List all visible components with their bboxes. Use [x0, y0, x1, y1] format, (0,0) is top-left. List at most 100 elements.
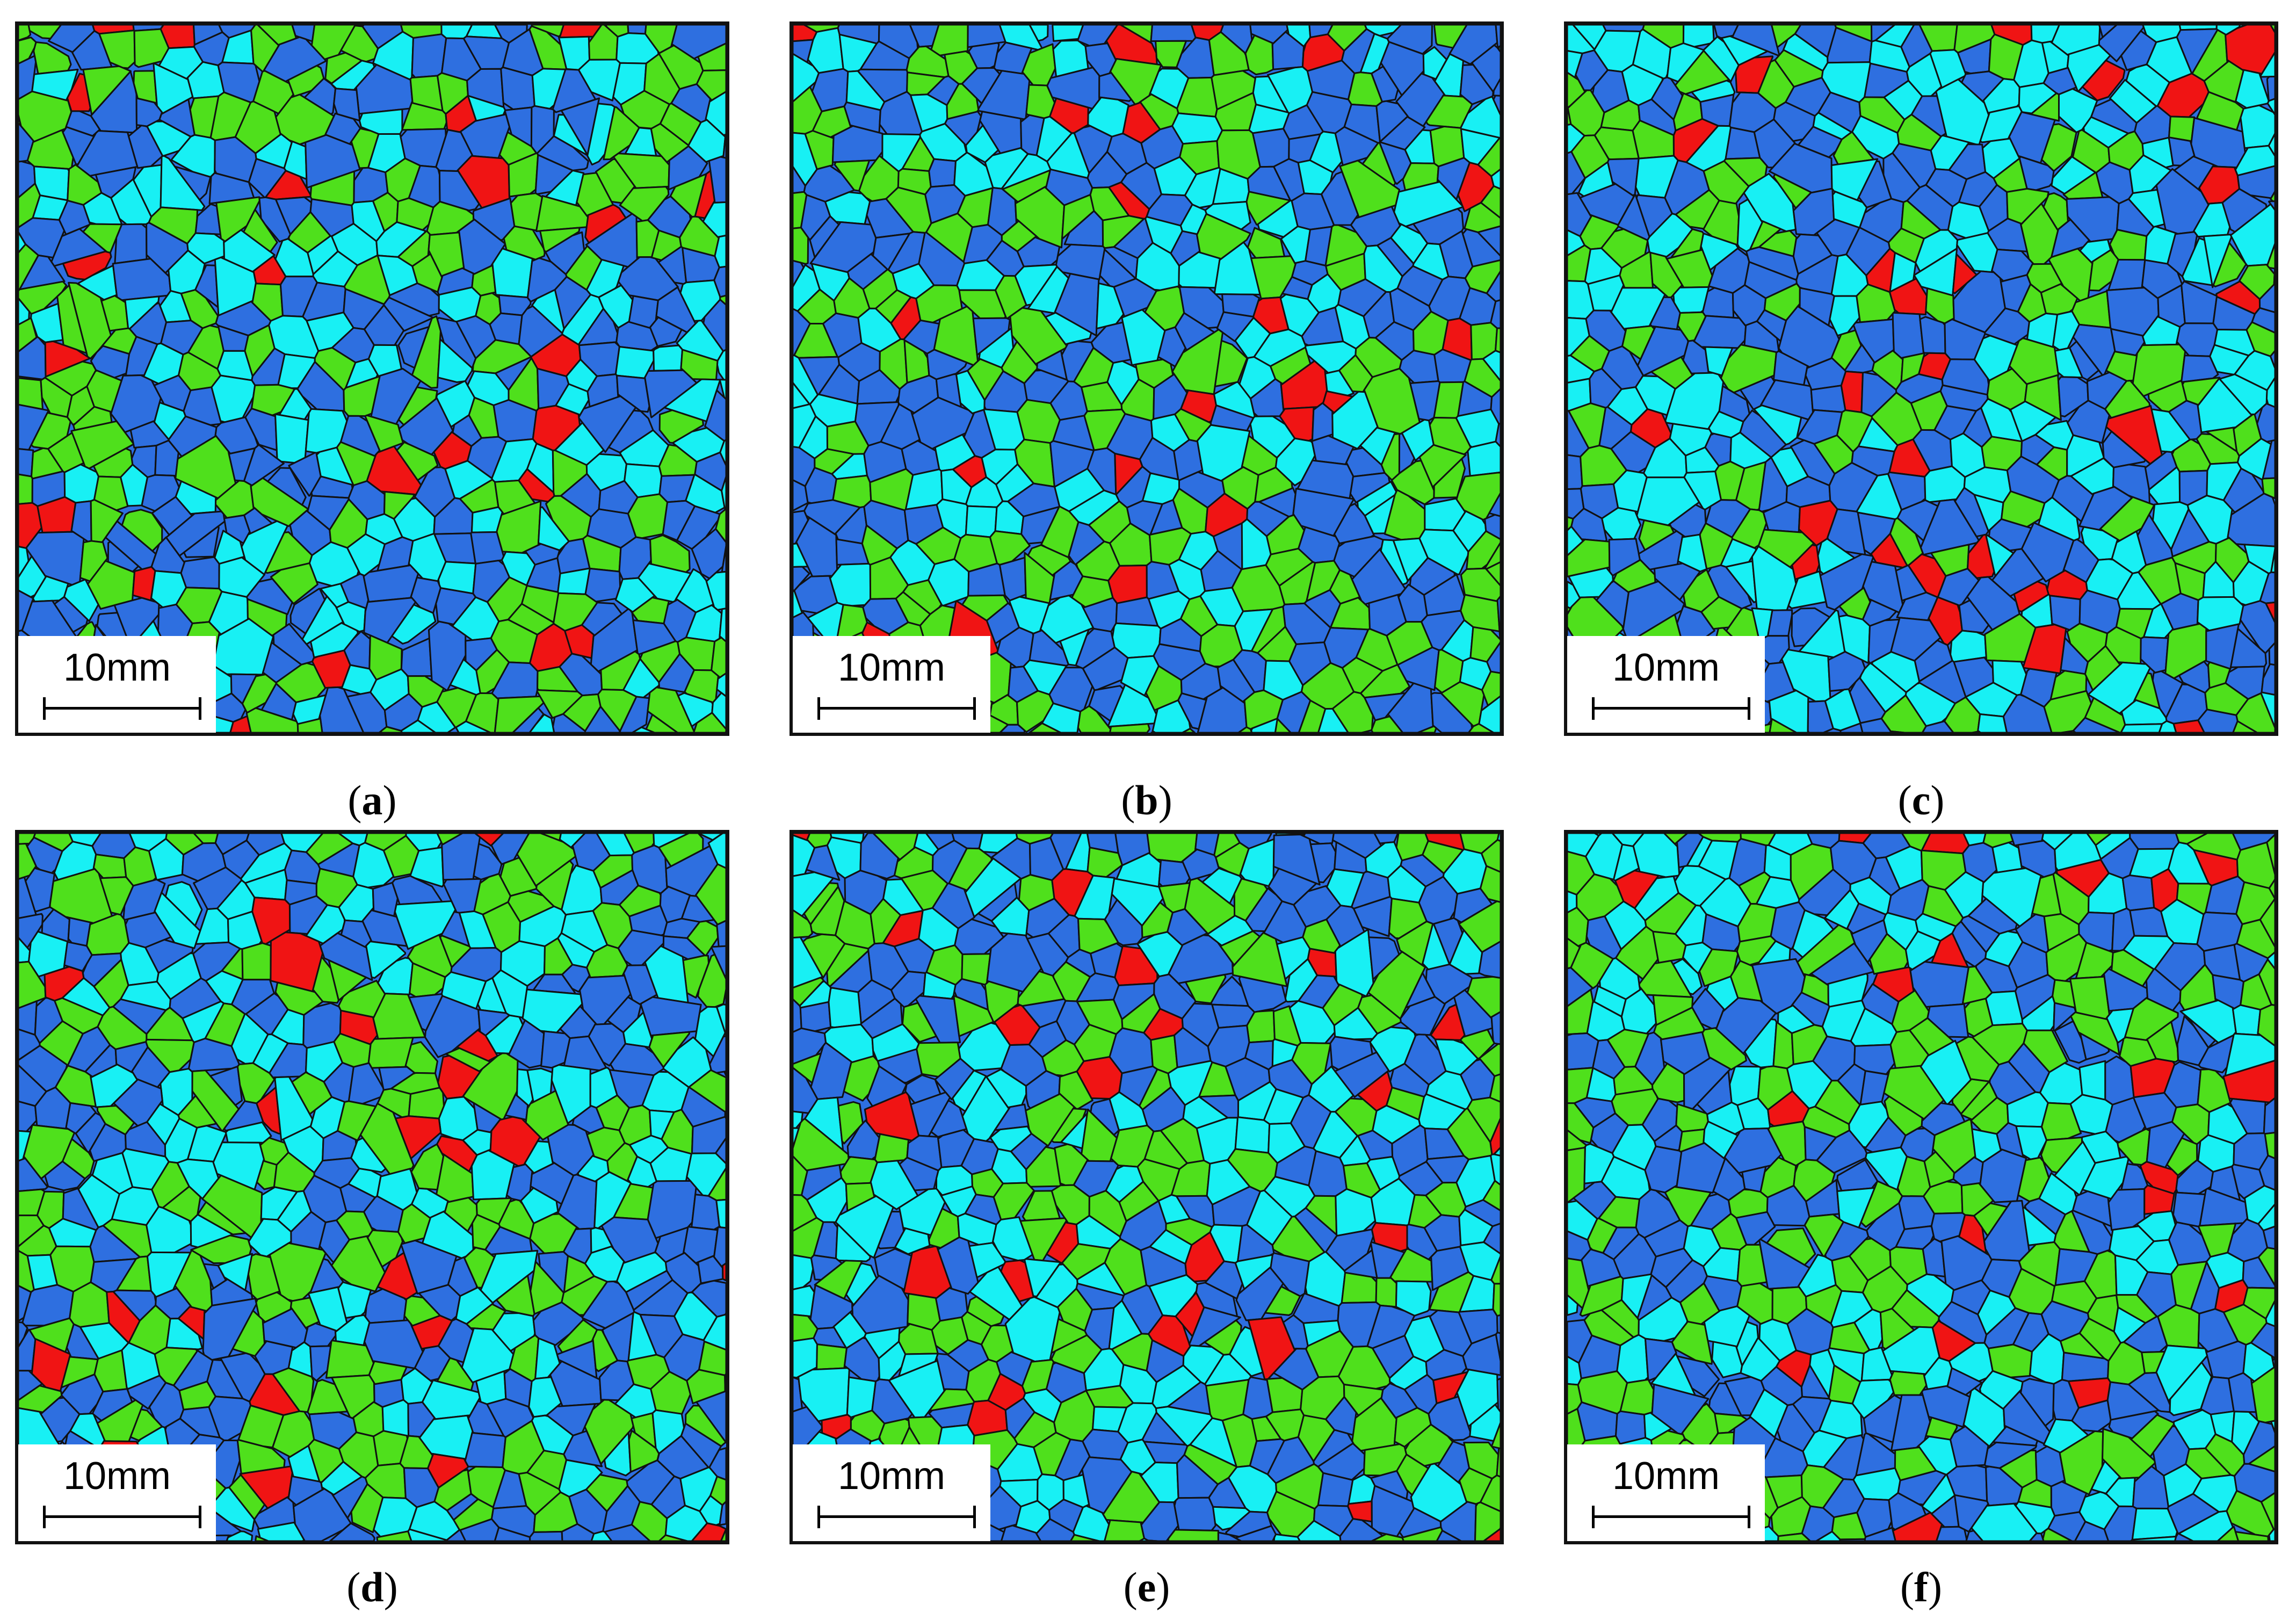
- grain-cell: [1433, 25, 1468, 49]
- grain-cell: [1567, 1294, 1578, 1316]
- grain-cell: [1496, 595, 1501, 641]
- grain-cell: [1495, 1332, 1501, 1362]
- grain-cell: [1469, 1404, 1501, 1442]
- grain-cell: [1495, 327, 1501, 353]
- grain-cell: [1922, 1238, 1946, 1278]
- grain-cell: [648, 1031, 690, 1068]
- grain-cell: [1479, 1043, 1501, 1077]
- grain-cell: [1493, 95, 1501, 116]
- grain-cell: [73, 406, 113, 431]
- grain-cell: [401, 102, 447, 131]
- grain-cell: [584, 567, 621, 603]
- grain-cell: [1150, 731, 1156, 733]
- grain-cell: [1104, 1519, 1145, 1541]
- grain-map-e: [793, 833, 1501, 1541]
- grain-cell: [1467, 723, 1495, 733]
- caption-e: (e): [1123, 1564, 1170, 1610]
- scale-bar-tick-left-e: [817, 1506, 820, 1528]
- grain-cell: [1000, 1259, 1034, 1303]
- grain-cell: [866, 1065, 908, 1107]
- grain-cell: [694, 170, 715, 219]
- grain-cell: [18, 473, 33, 505]
- grain-cell: [969, 1266, 1023, 1321]
- grain-cell: [1422, 46, 1448, 80]
- grain-cell: [2213, 242, 2247, 287]
- grain-cell: [2074, 1521, 2110, 1541]
- grain-cell: [1479, 865, 1501, 904]
- grain-cell: [965, 505, 998, 538]
- grain-cell: [1859, 1070, 1889, 1105]
- grain-cell: [1334, 126, 1379, 167]
- grain-cell: [267, 467, 307, 506]
- panel-a-grain-map: 10mm: [15, 21, 729, 736]
- grain-cell: [1479, 1475, 1501, 1513]
- grain-cell: [828, 987, 862, 1029]
- grain-cell: [1199, 624, 1243, 668]
- grain-cell: [1458, 900, 1501, 953]
- grain-cell: [2232, 1004, 2262, 1036]
- grain-cell: [837, 1101, 864, 1145]
- grain-cell: [645, 713, 678, 733]
- grain-cell: [1977, 713, 2008, 733]
- grain-cell: [473, 843, 502, 880]
- grain-cell: [2273, 268, 2275, 286]
- grain-cell: [619, 696, 650, 733]
- scale-bar-tick-right-b: [973, 697, 976, 720]
- grain-cell: [2266, 98, 2275, 116]
- grain-cell: [1889, 1370, 1928, 1396]
- grain-cell: [1069, 1534, 1100, 1541]
- grain-cell: [1396, 1454, 1429, 1496]
- grain-cell: [1484, 514, 1501, 540]
- grain-cell: [1324, 370, 1355, 396]
- grain-cell: [2259, 898, 2275, 948]
- grain-cell: [1433, 458, 1466, 499]
- grain-cell: [2145, 968, 2182, 1011]
- grain-cell: [2098, 25, 2145, 62]
- caption-b: (b): [1121, 777, 1172, 823]
- grain-cell: [491, 661, 539, 699]
- grain-cell: [312, 956, 339, 1004]
- grain-cell: [691, 1194, 720, 1231]
- grain-cell: [662, 500, 696, 541]
- grain-cell: [1863, 1394, 1902, 1443]
- grain-cell: [456, 1029, 498, 1062]
- grain-cell: [716, 920, 726, 948]
- grain-cell: [120, 464, 149, 507]
- grain-cell: [2265, 601, 2275, 624]
- grain-cell: [2174, 1533, 2194, 1541]
- grain-cell: [400, 637, 433, 677]
- grain-cell: [2120, 723, 2163, 733]
- grain-cell: [1341, 1271, 1378, 1304]
- grain-cell: [1436, 1529, 1462, 1541]
- panel-e-grain-map: 10mm: [790, 830, 1504, 1544]
- scale-bar-tick-left-c: [1592, 697, 1595, 720]
- grain-cell: [649, 316, 683, 347]
- caption-d: (d): [346, 1564, 398, 1610]
- grain-cell: [592, 1329, 619, 1372]
- scale-bar-line-c: [1593, 707, 1749, 710]
- grain-cell: [1417, 725, 1437, 733]
- grain-cell: [2260, 691, 2275, 729]
- grain-cell: [720, 1528, 726, 1541]
- grain-cell: [1317, 707, 1349, 733]
- grain-cell: [2240, 104, 2275, 149]
- scale-bar-b: 10mm: [793, 636, 990, 733]
- grain-cell: [2067, 400, 2110, 444]
- grain-cell: [1967, 898, 2018, 935]
- grain-cell: [325, 1340, 375, 1379]
- grain-cell: [793, 1254, 814, 1291]
- scale-bar-a: 10mm: [18, 636, 216, 733]
- grain-cell: [114, 223, 148, 264]
- grain-cell: [470, 531, 505, 565]
- grain-cell: [564, 624, 595, 659]
- grain-cell: [63, 579, 99, 622]
- grain-cell: [2268, 1528, 2275, 1541]
- grain-cell: [2060, 1332, 2105, 1360]
- grain-cell: [1652, 930, 1687, 964]
- grain-cell: [190, 1234, 252, 1264]
- grain-cell: [627, 493, 669, 539]
- grain-cell: [1984, 307, 2030, 345]
- grain-cell: [715, 509, 726, 544]
- grain-cell: [180, 556, 220, 590]
- grain-cell: [1991, 842, 2023, 873]
